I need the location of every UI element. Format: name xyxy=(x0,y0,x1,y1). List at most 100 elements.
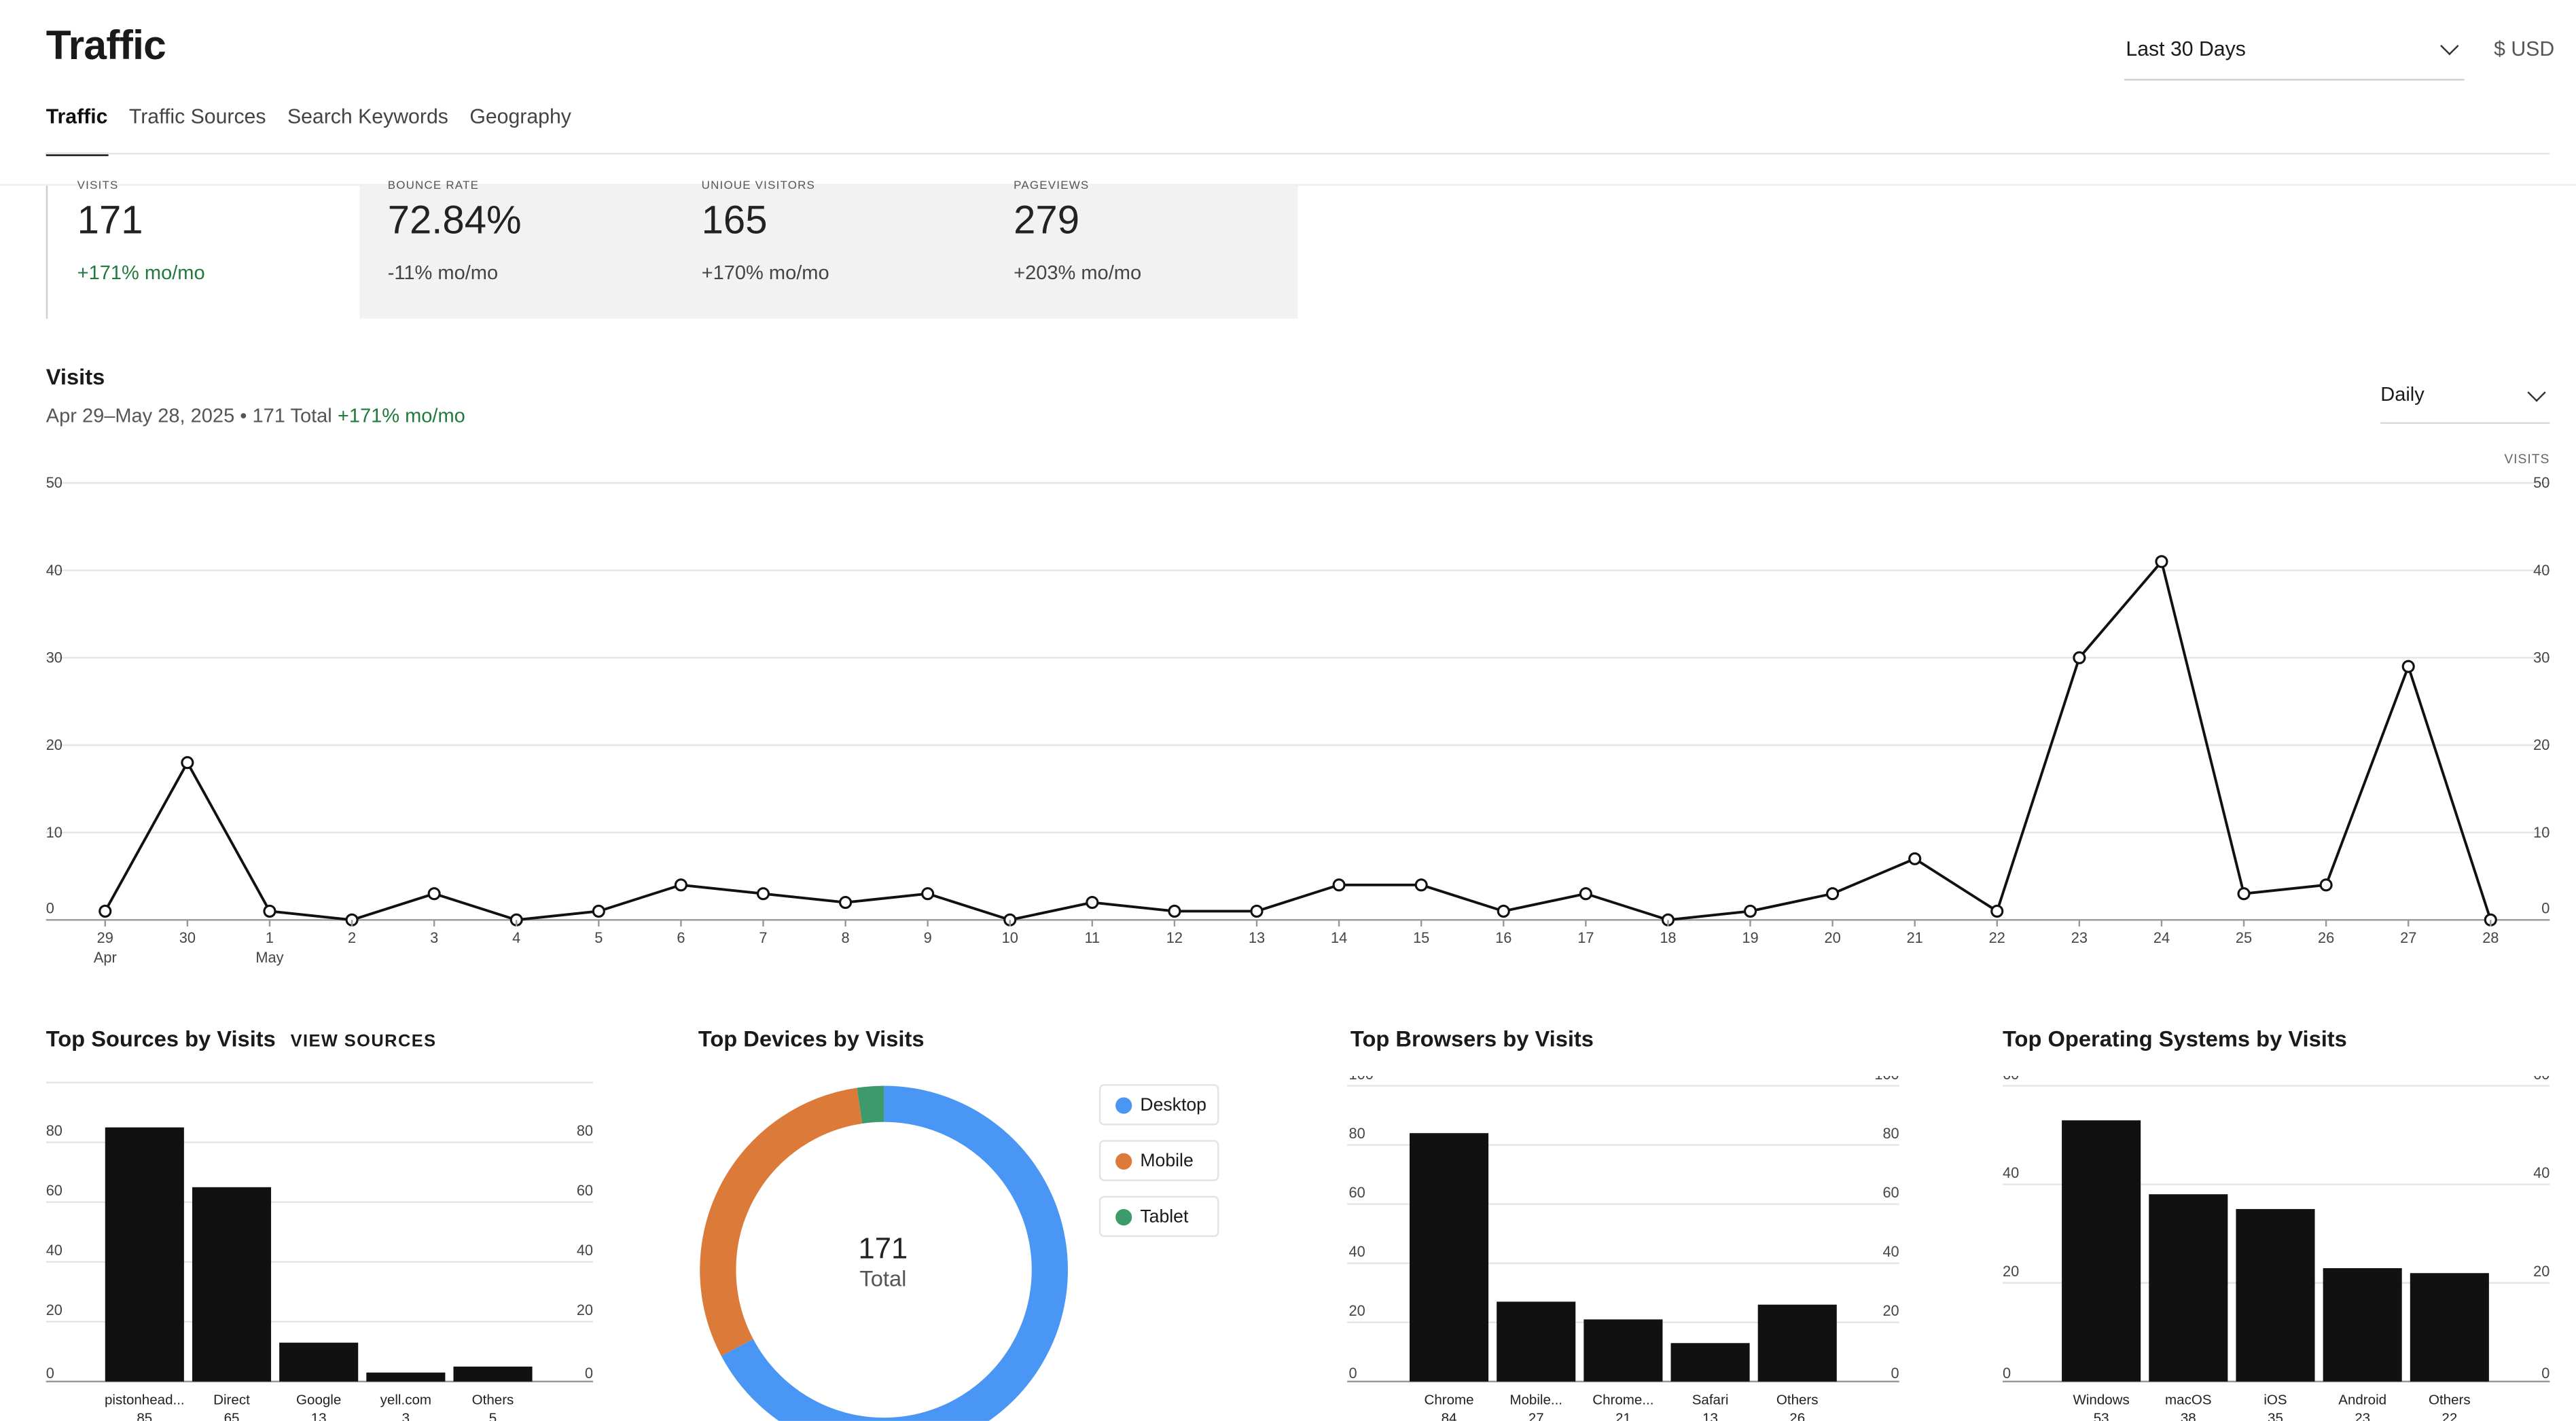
y-tick-label-right: 0 xyxy=(2541,1365,2550,1382)
tabs-divider xyxy=(46,152,2550,155)
legend-mobile[interactable]: Mobile xyxy=(1098,1140,1219,1181)
y-tick-label-left: 40 xyxy=(2003,1164,2019,1181)
kpi-card-unique-visitors[interactable]: UNIQUE VISITORS 165 +170% mo/mo xyxy=(672,181,984,319)
kpi-card-bounce-rate[interactable]: BOUNCE RATE 72.84% -11% mo/mo xyxy=(358,181,670,319)
granularity-select[interactable]: Daily xyxy=(2380,376,2550,424)
x-tick-label: 20 xyxy=(1824,929,1840,946)
x-tick-label: 2 xyxy=(348,929,356,946)
data-point xyxy=(263,904,276,918)
tab-traffic-sources[interactable]: Traffic Sources xyxy=(128,105,266,128)
tab-search-keywords[interactable]: Search Keywords xyxy=(287,105,448,128)
bar xyxy=(1409,1133,1489,1382)
y-tick-label-left: 60 xyxy=(1349,1184,1365,1201)
y-tick-label-right: 30 xyxy=(2533,649,2550,666)
y-tick-label-left: 0 xyxy=(1349,1365,1357,1382)
kpi-change: -11% mo/mo xyxy=(387,261,499,285)
x-tick-label: 6 xyxy=(677,929,685,946)
bar-value-label: 53 xyxy=(2094,1410,2109,1421)
data-point xyxy=(1414,878,1428,892)
bar-category-label: Safari xyxy=(1692,1392,1729,1408)
tab-traffic[interactable]: Traffic xyxy=(46,105,108,156)
bar-value-label: 13 xyxy=(311,1410,327,1421)
y-tick-label-left: 100 xyxy=(1349,1076,1374,1083)
donut-total-value: 171 xyxy=(858,1231,908,1265)
y-tick-label-left: 60 xyxy=(2003,1076,2019,1083)
visits-chart-title: Visits xyxy=(46,364,105,390)
kpi-row: VISITS 171 +171% mo/mo BOUNCE RATE 72.84… xyxy=(46,181,1298,319)
data-point xyxy=(2319,878,2333,892)
bar-value-label: 38 xyxy=(2181,1410,2196,1421)
x-tick-label: 8 xyxy=(842,929,850,946)
bar-category-label: Mobile... xyxy=(1509,1392,1562,1408)
bar xyxy=(279,1342,359,1382)
date-range-select[interactable]: Last 30 Days xyxy=(2124,23,2465,81)
y-tick-label-right: 20 xyxy=(2533,1263,2550,1280)
y-tick-label-left: 100 xyxy=(46,1076,71,1079)
y-tick-label-right: 0 xyxy=(2541,900,2550,917)
bar-value-label: 5 xyxy=(489,1410,497,1421)
legend-tablet[interactable]: Tablet xyxy=(1098,1195,1219,1238)
data-point xyxy=(1990,904,2004,918)
legend-dot xyxy=(1115,1097,1132,1114)
view-sources-link[interactable]: VIEW SOURCES xyxy=(290,1031,437,1051)
y-tick-label-right: 20 xyxy=(1882,1302,1899,1319)
data-point xyxy=(1168,904,1181,918)
granularity-label: Daily xyxy=(2380,382,2425,406)
bar-value-label: 65 xyxy=(224,1410,240,1421)
data-point xyxy=(427,887,441,901)
donut-total-label: Total xyxy=(859,1266,907,1291)
bar-category-label: Others xyxy=(1776,1392,1819,1408)
donut-slice xyxy=(857,1085,884,1124)
bar-category-label: Chrome... xyxy=(1592,1392,1653,1408)
bar-value-label: 23 xyxy=(2355,1410,2370,1421)
bar-category-label: pistonhead... xyxy=(105,1392,185,1408)
donut-center: 171 Total xyxy=(789,1232,978,1291)
x-tick-label: 30 xyxy=(179,929,196,946)
visits-chart-subtitle: Apr 29–May 28, 2025 • 171 Total +171% mo… xyxy=(46,404,465,427)
bar xyxy=(192,1187,272,1382)
y-tick-label-right: 20 xyxy=(577,1301,593,1318)
data-point xyxy=(674,878,687,892)
top-sources-bar-chart: 0 0 20 20 40 40 60 60 80 80 100 100 pistonhead... 85 D… xyxy=(46,1076,593,1421)
y-tick-label-right: 0 xyxy=(585,1365,593,1382)
x-tick-label: 11 xyxy=(1085,929,1101,946)
currency-label[interactable]: $ USD xyxy=(2494,37,2555,61)
x-tick-label: 19 xyxy=(1742,929,1758,946)
kpi-change: +170% mo/mo xyxy=(701,261,829,285)
bar-category-label: iOS xyxy=(2264,1392,2287,1408)
kpi-value: 171 xyxy=(77,198,143,243)
bar-category-label: Direct xyxy=(213,1392,250,1408)
tab-geography[interactable]: Geography xyxy=(469,105,571,128)
y-tick-label-left: 40 xyxy=(1349,1243,1365,1260)
visits-change: +171% mo/mo xyxy=(337,403,465,427)
x-tick-label: 23 xyxy=(2071,929,2088,946)
bar-value-label: 22 xyxy=(2441,1410,2457,1421)
bar xyxy=(2062,1120,2141,1382)
data-point xyxy=(1086,896,1099,910)
y-tick-label-left: 80 xyxy=(46,1122,62,1139)
bar-category-label: Google xyxy=(296,1392,341,1408)
data-point xyxy=(2073,651,2086,664)
bar xyxy=(105,1127,184,1382)
x-tick-label: 10 xyxy=(1002,929,1018,946)
kpi-card-visits[interactable]: VISITS 171 +171% mo/mo xyxy=(46,181,362,319)
header-divider xyxy=(0,183,2576,186)
bar-value-label: 35 xyxy=(2268,1410,2283,1421)
y-tick-label-right: 80 xyxy=(1882,1125,1899,1142)
tab-bar: Traffic Traffic Sources Search Keywords … xyxy=(46,105,571,156)
y-tick-label-left: 20 xyxy=(46,1301,62,1318)
x-tick-label: 5 xyxy=(594,929,603,946)
kpi-card-pageviews[interactable]: PAGEVIEWS 279 +203% mo/mo xyxy=(984,181,1296,319)
y-tick-label-left: 40 xyxy=(46,562,62,579)
x-tick-label: 26 xyxy=(2318,929,2334,946)
bar-category-label: Windows xyxy=(2073,1392,2129,1408)
y-tick-label-right: 100 xyxy=(1874,1076,1899,1083)
x-tick-sublabel: Apr xyxy=(94,949,117,966)
data-point xyxy=(1908,852,1922,865)
data-point xyxy=(1826,887,1840,901)
legend-desktop[interactable]: Desktop xyxy=(1098,1084,1219,1126)
x-tick-label: 18 xyxy=(1660,929,1676,946)
data-point xyxy=(181,756,194,770)
bar xyxy=(2323,1268,2402,1382)
